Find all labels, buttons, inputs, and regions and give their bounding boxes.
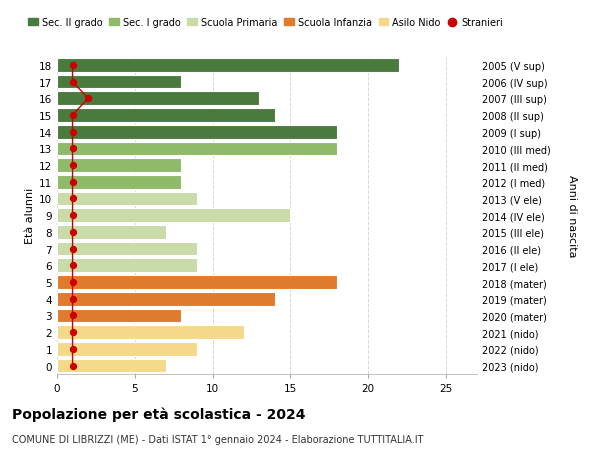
Point (68, 196, 77, 203)
Point (68, 212, 77, 219)
Bar (57, 192, 197, 206)
Bar (57, 76, 181, 89)
Bar (57, 259, 197, 273)
Bar (57, 175, 181, 189)
Point (68, 279, 77, 286)
Point (68, 246, 77, 253)
Bar (57, 59, 399, 73)
Point (68, 362, 77, 369)
Bar (57, 209, 290, 223)
Bar (57, 159, 181, 173)
Point (68, 312, 77, 319)
Bar (57, 342, 197, 356)
Point (83, 95, 93, 103)
Bar (57, 309, 181, 323)
Point (68, 62, 77, 69)
Point (68, 179, 77, 186)
Bar (57, 92, 259, 106)
Bar (57, 292, 275, 306)
Text: Popolazione per età scolastica - 2024: Popolazione per età scolastica - 2024 (12, 406, 305, 421)
Point (68, 146, 77, 153)
Y-axis label: Età alunni: Età alunni (25, 188, 35, 244)
Point (68, 262, 77, 269)
Bar (57, 325, 244, 339)
Bar (57, 126, 337, 139)
Point (68, 129, 77, 136)
Bar (57, 242, 197, 256)
Bar (57, 109, 275, 123)
Point (68, 162, 77, 169)
Point (68, 112, 77, 119)
Point (68, 296, 77, 303)
Y-axis label: Anni di nascita: Anni di nascita (567, 174, 577, 257)
Bar (57, 142, 337, 156)
Bar (57, 275, 337, 289)
Text: COMUNE DI LIBRIZZI (ME) - Dati ISTAT 1° gennaio 2024 - Elaborazione TUTTITALIA.I: COMUNE DI LIBRIZZI (ME) - Dati ISTAT 1° … (12, 434, 424, 444)
Legend: Sec. II grado, Sec. I grado, Scuola Primaria, Scuola Infanzia, Asilo Nido, Stran: Sec. II grado, Sec. I grado, Scuola Prim… (28, 18, 503, 28)
Point (68, 78, 77, 86)
Point (68, 346, 77, 353)
Point (68, 329, 77, 336)
Bar (57, 225, 166, 239)
Point (68, 229, 77, 236)
Bar (57, 359, 166, 373)
